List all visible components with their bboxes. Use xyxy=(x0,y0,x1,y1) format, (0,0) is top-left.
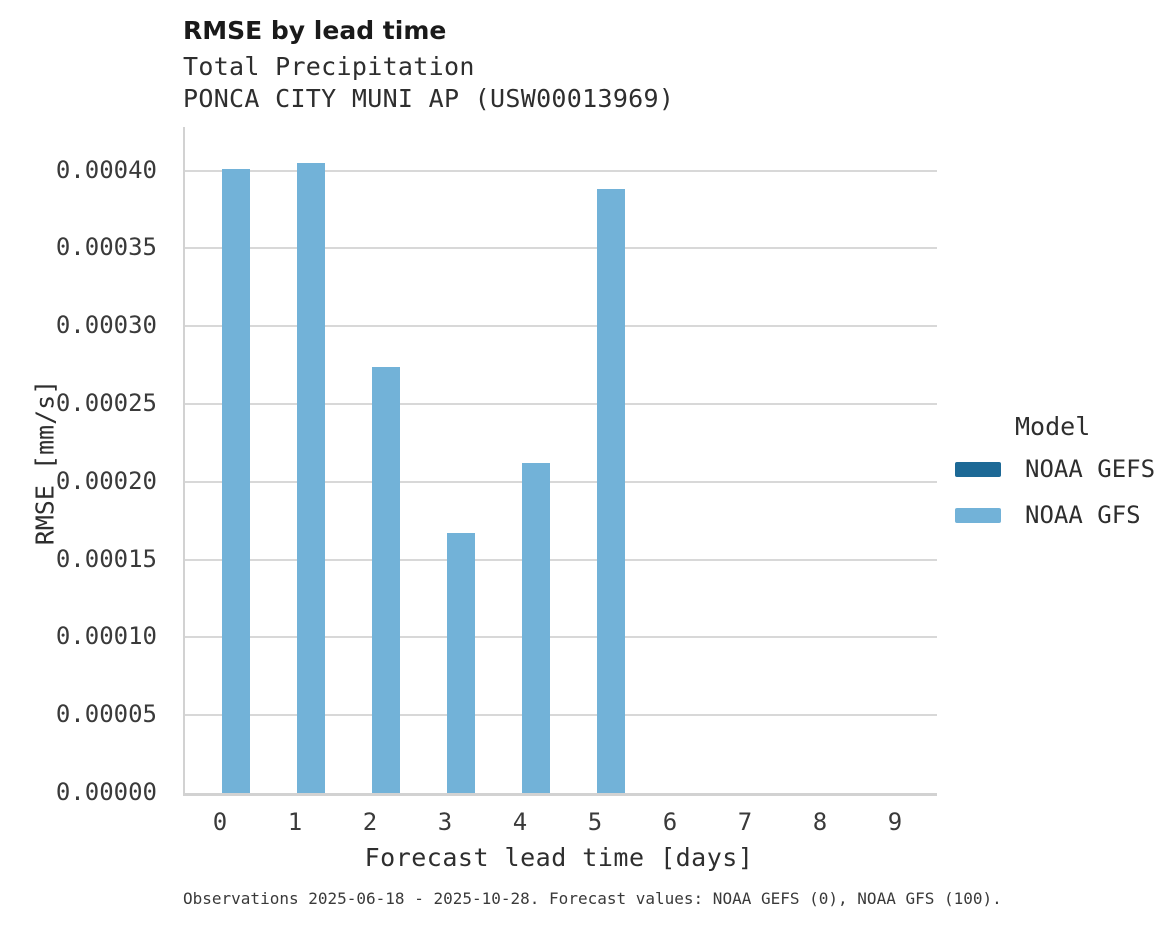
legend-label-noaa-gfs: NOAA GFS xyxy=(1025,501,1141,529)
legend-label-noaa-gefs: NOAA GEFS xyxy=(1025,455,1156,483)
legend-swatch-noaa-gfs xyxy=(955,507,1001,523)
bar-noaa-gfs-lead-0 xyxy=(222,169,250,793)
x-tick-label-2: 2 xyxy=(362,808,378,836)
chart-title: RMSE by lead time xyxy=(183,16,447,45)
y-tick-label-0.00010: 0.00010 xyxy=(55,622,157,651)
bar-noaa-gfs-lead-3 xyxy=(447,533,475,793)
x-tick-label-9: 9 xyxy=(887,808,903,836)
chart-subtitle-variable: Total Precipitation xyxy=(183,52,475,81)
legend-swatch-noaa-gefs xyxy=(955,461,1001,477)
legend-entry-noaa-gefs: NOAA GEFS xyxy=(955,455,1155,483)
gridline-y-0.00005 xyxy=(185,714,937,717)
gridline-y-0.0004 xyxy=(185,169,937,172)
legend-entry-noaa-gfs: NOAA GFS xyxy=(955,501,1155,529)
y-tick-label-0.00015: 0.00015 xyxy=(55,544,157,573)
gridline-y-0.0001 xyxy=(185,636,937,639)
bar-noaa-gfs-lead-2 xyxy=(372,366,400,793)
y-tick-label-0.00025: 0.00025 xyxy=(55,388,157,417)
y-tick-label-0.00035: 0.00035 xyxy=(55,233,157,262)
y-tick-label-0.00020: 0.00020 xyxy=(55,466,157,495)
x-tick-label-6: 6 xyxy=(662,808,678,836)
bar-noaa-gfs-lead-4 xyxy=(522,463,550,793)
x-tick-label-1: 1 xyxy=(287,808,303,836)
y-tick-label-0.00005: 0.00005 xyxy=(55,700,157,729)
gridline-y-0.00015 xyxy=(185,558,937,561)
bar-noaa-gfs-lead-1 xyxy=(297,162,325,793)
legend-entries: NOAA GEFS NOAA GFS xyxy=(955,455,1155,529)
x-tick-label-0: 0 xyxy=(212,808,228,836)
x-axis-label: Forecast lead time [days] xyxy=(364,843,754,872)
x-tick-label-8: 8 xyxy=(812,808,828,836)
y-tick-label-0.00040: 0.00040 xyxy=(55,155,157,184)
gridline-y-0.00035 xyxy=(185,247,937,250)
y-tick-label-0.00030: 0.00030 xyxy=(55,311,157,340)
gridline-y-0.0002 xyxy=(185,480,937,483)
bar-noaa-gfs-lead-5 xyxy=(597,189,625,793)
chart-subtitle-station: PONCA CITY MUNI AP (USW00013969) xyxy=(183,84,675,113)
x-tick-label-7: 7 xyxy=(737,808,753,836)
gridline-y-0.00025 xyxy=(185,402,937,405)
gridline-y-0.0003 xyxy=(185,325,937,328)
legend-title: Model xyxy=(1015,412,1091,441)
caption-note: Observations 2025-06-18 - 2025-10-28. Fo… xyxy=(183,889,1002,908)
plot-area xyxy=(183,127,937,796)
x-tick-label-4: 4 xyxy=(512,808,528,836)
x-tick-label-3: 3 xyxy=(437,808,453,836)
legend: Model NOAA GEFS NOAA GFS xyxy=(955,412,1155,547)
y-tick-label-0.00000: 0.00000 xyxy=(55,778,157,806)
x-tick-label-5: 5 xyxy=(587,808,603,836)
